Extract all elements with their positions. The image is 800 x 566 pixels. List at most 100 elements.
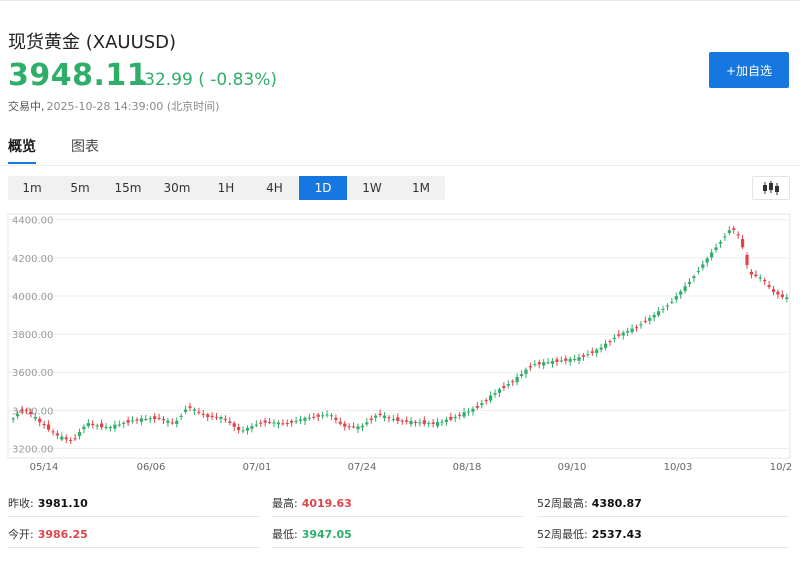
candle-body	[405, 420, 409, 422]
candle-body	[413, 421, 418, 423]
candle-body	[135, 419, 139, 421]
candle-body	[484, 400, 488, 402]
add-to-watchlist-button[interactable]: +加自选	[709, 52, 789, 88]
x-tick-label: 07/24	[348, 462, 377, 473]
candle-body	[161, 419, 166, 421]
candle-body	[440, 421, 444, 423]
candle-body	[272, 422, 276, 424]
candle-body	[621, 332, 625, 336]
candle-body	[298, 419, 303, 421]
candle-body	[665, 305, 670, 307]
candle-body	[250, 426, 254, 429]
candle-body	[418, 422, 422, 424]
candle-body	[754, 274, 758, 277]
candle-body	[86, 423, 90, 427]
candle-body	[670, 301, 674, 303]
candle-body	[528, 366, 533, 368]
interval-1d[interactable]: 1D	[299, 176, 347, 200]
candle-body	[422, 420, 426, 424]
candle-body	[471, 408, 475, 412]
candle-body	[148, 418, 152, 420]
candle-body	[626, 331, 630, 333]
candle-body	[444, 419, 449, 422]
candle-body	[466, 411, 471, 413]
candle-body	[91, 423, 95, 426]
interval-1m[interactable]: 1m	[22, 181, 42, 195]
candle-body	[210, 415, 214, 418]
candle-body	[427, 423, 431, 425]
price-change: -32.99 ( -0.83%)	[138, 70, 278, 90]
candle-body	[351, 426, 356, 428]
active-tab-indicator	[8, 162, 36, 164]
candle-body	[347, 426, 351, 428]
candle-body	[603, 343, 608, 348]
interval-5m[interactable]: 5m	[70, 181, 90, 195]
candle-body	[64, 437, 68, 440]
stat-low-value: 3947.05	[301, 528, 352, 541]
candle-body	[223, 418, 228, 420]
candle-body	[449, 416, 453, 420]
candle-body	[100, 423, 104, 428]
candle-body	[572, 359, 577, 361]
interval-4h[interactable]: 4H	[266, 181, 283, 195]
candle-body	[661, 308, 665, 310]
price-chart[interactable]: 4400.00 4200.00 4000.00 3800.00 3600.00 3400.…	[0, 208, 800, 484]
tab-overview[interactable]: 概览	[8, 139, 36, 155]
stat-52w-high: 52周最高: 4380.87	[537, 495, 642, 511]
interval-1m-month[interactable]: 1M	[412, 181, 430, 195]
stat-52w-high-label: 52周最高:	[537, 497, 588, 510]
chart-type-button[interactable]	[752, 176, 790, 200]
candle-body	[378, 413, 382, 416]
candle-body	[497, 389, 502, 393]
candle-body	[519, 374, 524, 376]
stat-high: 最高: 4019.63	[272, 495, 352, 511]
candle-body	[374, 415, 378, 418]
candle-body	[767, 285, 771, 288]
candle-body	[489, 395, 493, 401]
tab-chart[interactable]: 图表	[71, 139, 99, 155]
interval-1h[interactable]: 1H	[217, 181, 235, 195]
y-tick-label: 4200.00	[12, 254, 53, 265]
candle-body	[46, 424, 51, 430]
candle-body	[639, 324, 643, 326]
stat-52w-high-value: 4380.87	[591, 497, 642, 510]
candle-body	[325, 414, 329, 416]
stat-divider	[537, 547, 789, 548]
y-tick-label: 3200.00	[12, 444, 53, 455]
stat-52w-low: 52周最低: 2537.43	[537, 526, 642, 542]
view-tabs: 概览 图表	[0, 136, 800, 166]
stat-divider	[8, 516, 260, 517]
candle-body	[546, 362, 550, 364]
candle-body	[577, 357, 581, 361]
candle-body	[687, 281, 692, 285]
y-tick-label: 3600.00	[12, 368, 53, 379]
interval-15m[interactable]: 15m	[114, 181, 142, 195]
candle-body	[16, 414, 20, 417]
stat-open-label: 今开:	[8, 528, 34, 541]
candle-body	[652, 315, 656, 318]
candle-body	[290, 420, 294, 423]
candle-body	[259, 422, 263, 424]
candle-body	[550, 361, 555, 364]
candle-body	[723, 236, 727, 238]
candle-body	[201, 413, 205, 415]
candle-body	[581, 355, 586, 357]
candle-body	[276, 422, 281, 425]
interval-1w[interactable]: 1W	[362, 181, 382, 195]
candle-body	[334, 417, 338, 420]
stat-divider	[272, 516, 524, 517]
candle-body	[696, 270, 700, 272]
stat-52w-low-value: 2537.43	[591, 528, 642, 541]
interval-30m[interactable]: 30m	[163, 181, 191, 195]
candle-body	[555, 359, 559, 362]
candle-body	[51, 431, 55, 433]
candle-body	[749, 271, 754, 275]
candle-body	[232, 423, 236, 427]
candle-body	[643, 320, 647, 322]
candle-body	[701, 264, 705, 268]
candle-body	[542, 362, 546, 366]
candle-body	[316, 414, 320, 417]
candle-body	[192, 409, 197, 411]
candle-body	[608, 341, 612, 343]
candle-body	[267, 422, 272, 424]
